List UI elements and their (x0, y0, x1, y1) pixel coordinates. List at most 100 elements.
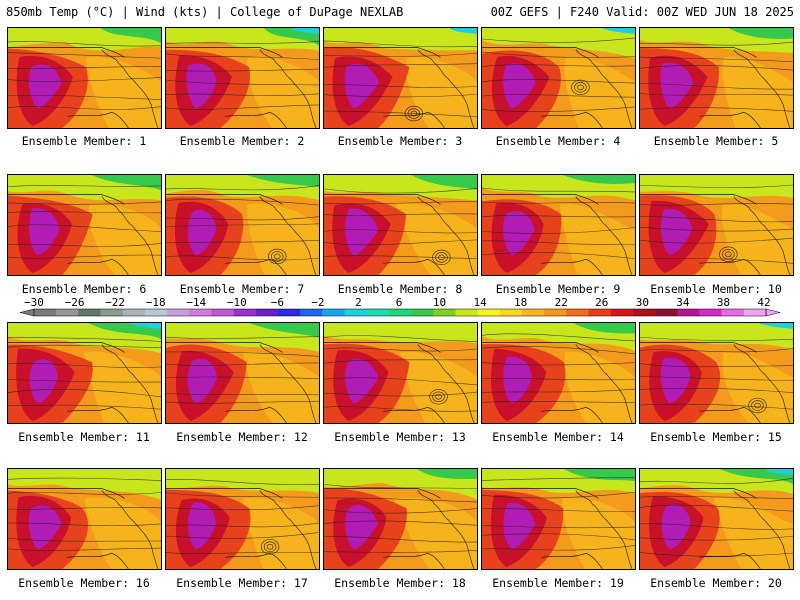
ensemble-member-caption: Ensemble Member: 18 (334, 576, 466, 590)
colorbar-tick-label: −22 (105, 296, 126, 309)
colorbar-tick-label: 14 (473, 296, 487, 309)
colorbar-swatch (322, 309, 345, 316)
colorbar-swatch (211, 309, 234, 316)
colorbar-tick-label: −30 (24, 296, 44, 309)
colorbar-tick-label: −26 (64, 296, 85, 309)
temperature-map (8, 323, 161, 423)
colorbar-swatch (278, 309, 301, 316)
ensemble-map-panel (7, 322, 162, 424)
colorbar-tick-label: 42 (757, 296, 771, 309)
colorbar-swatch (677, 309, 700, 316)
colorbar-swatch (255, 309, 279, 316)
colorbar-tick-label: −6 (270, 296, 284, 309)
colorbar-tick-label: 38 (716, 296, 731, 309)
colorbar-tick-label: −10 (226, 296, 247, 309)
colorbar-swatch (499, 309, 523, 316)
temperature-map (324, 175, 477, 275)
temperature-map (640, 28, 793, 128)
colorbar-tick-label: 6 (395, 296, 403, 309)
colorbar-tick-label: 10 (432, 296, 447, 309)
ensemble-map-panel (481, 174, 636, 276)
ensemble-map-panel (165, 322, 320, 424)
temperature-map (166, 175, 319, 275)
ensemble-map-panel (481, 27, 636, 129)
ensemble-member-caption: Ensemble Member: 8 (337, 282, 463, 296)
temperature-map (324, 469, 477, 569)
ensemble-member-caption: Ensemble Member: 9 (495, 282, 621, 296)
colorbar-tick-label: −2 (311, 296, 325, 309)
ensemble-map-panel (165, 27, 320, 129)
colorbar-swatch (189, 309, 212, 316)
colorbar-swatch (610, 309, 634, 316)
ensemble-member-caption: Ensemble Member: 19 (492, 576, 624, 590)
colorbar-tick-label: −14 (186, 296, 207, 309)
ensemble-member-caption: Ensemble Member: 6 (21, 282, 147, 296)
temperature-map (8, 469, 161, 569)
colorbar-swatch (388, 309, 412, 316)
colorbar-tick-label: 30 (635, 296, 649, 309)
colorbar-swatch (300, 309, 323, 316)
ensemble-member-caption: Ensemble Member: 17 (176, 576, 308, 590)
colorbar-swatch (522, 309, 545, 316)
ensemble-map-panel (481, 468, 636, 570)
ensemble-map-panel (7, 27, 162, 129)
colorbar-swatch (100, 309, 124, 316)
color-scale-bar (19, 308, 781, 317)
colorbar-tick-label: 2 (355, 296, 362, 309)
colorbar-swatch (233, 309, 257, 316)
colorbar-swatch (167, 309, 190, 316)
temperature-map (8, 28, 161, 128)
colorbar-swatch (566, 309, 589, 316)
ensemble-member-caption: Ensemble Member: 7 (179, 282, 305, 296)
colorbar-tick-label: 26 (595, 296, 609, 309)
colorbar-swatch (56, 309, 79, 316)
ensemble-member-caption: Ensemble Member: 12 (176, 430, 308, 444)
header-title-right: 00Z GEFS | F240 Valid: 00Z WED JUN 18 20… (490, 5, 794, 19)
colorbar-swatch (655, 309, 678, 316)
ensemble-map-panel (7, 468, 162, 570)
temperature-map (166, 323, 319, 423)
colorbar-swatch (455, 309, 478, 316)
colorbar-swatch (632, 309, 656, 316)
ensemble-map-panel (639, 322, 794, 424)
temperature-map (482, 469, 635, 569)
ensemble-map-panel (481, 322, 636, 424)
ensemble-map-panel (323, 27, 478, 129)
colorbar-swatch (78, 309, 101, 316)
ensemble-member-caption: Ensemble Member: 1 (21, 134, 147, 148)
colorbar-tick-label: 22 (554, 296, 568, 309)
ensemble-member-caption: Ensemble Member: 13 (334, 430, 466, 444)
ensemble-map-panel (165, 174, 320, 276)
header-title-left: 850mb Temp (°C) | Wind (kts) | College o… (6, 5, 404, 19)
temperature-map (482, 323, 635, 423)
ensemble-map-panel (639, 468, 794, 570)
temperature-map (166, 469, 319, 569)
temperature-map (640, 323, 793, 423)
ensemble-member-caption: Ensemble Member: 4 (495, 134, 621, 148)
colorbar-swatch (34, 309, 57, 316)
temperature-map (8, 175, 161, 275)
colorbar-tick-label: 34 (676, 296, 690, 309)
colorbar-swatch (411, 309, 434, 316)
colorbar-swatch (144, 309, 168, 316)
ensemble-map-panel (165, 468, 320, 570)
ensemble-map-panel (639, 27, 794, 129)
colorbar-swatch (344, 309, 368, 316)
temperature-map (640, 175, 793, 275)
colorbar-tick-label: 18 (514, 296, 528, 309)
colorbar-swatch (743, 309, 767, 316)
ensemble-member-caption: Ensemble Member: 20 (650, 576, 782, 590)
ensemble-member-caption: Ensemble Member: 3 (337, 134, 463, 148)
colorbar-swatch (544, 309, 567, 316)
ensemble-member-caption: Ensemble Member: 14 (492, 430, 624, 444)
colorbar-swatch (366, 309, 390, 316)
ensemble-map-panel (323, 174, 478, 276)
ensemble-map-panel (323, 322, 478, 424)
ensemble-member-caption: Ensemble Member: 15 (650, 430, 782, 444)
ensemble-member-caption: Ensemble Member: 11 (18, 430, 150, 444)
temperature-map (482, 28, 635, 128)
colorbar-swatch (588, 309, 612, 316)
colorbar-swatch (122, 309, 146, 316)
temperature-map (640, 469, 793, 569)
temperature-map (482, 175, 635, 275)
